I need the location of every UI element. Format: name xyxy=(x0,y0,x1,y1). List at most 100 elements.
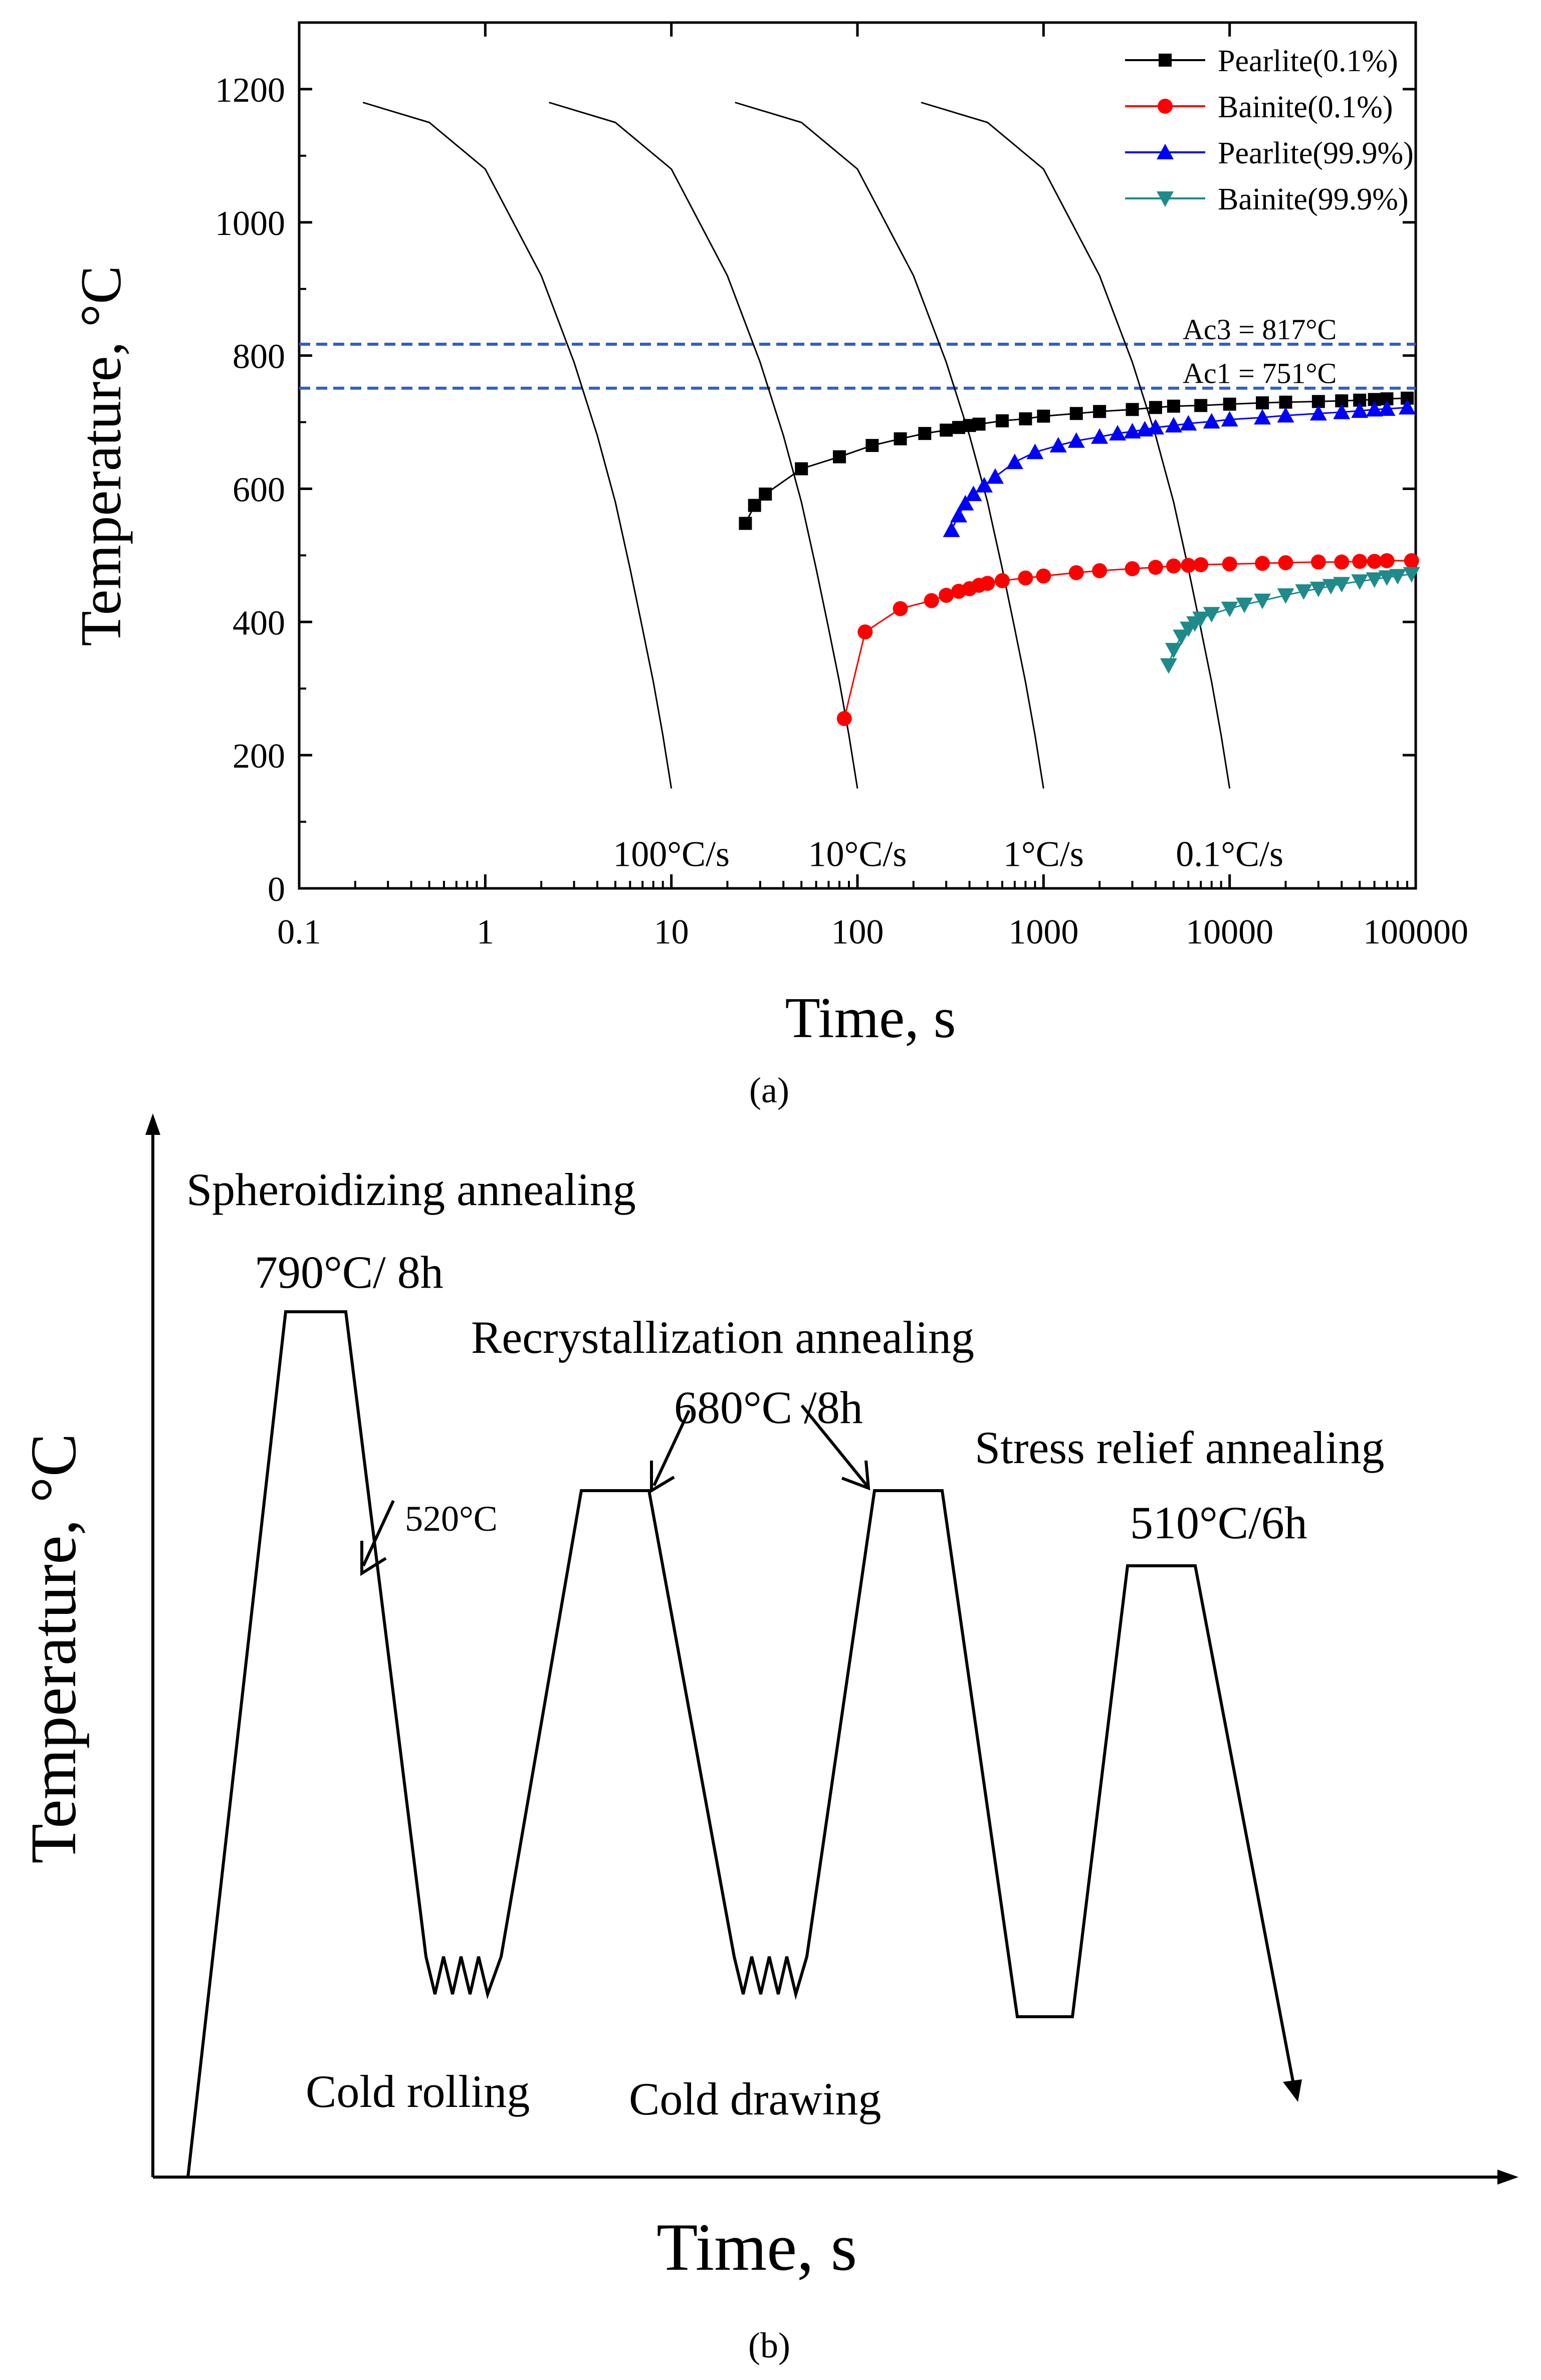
y-axis-ticks: 0 200 400 600 800 1000 1200 xyxy=(215,71,1416,909)
data-series xyxy=(739,391,1420,727)
panel-b-label: (b) xyxy=(748,2325,790,2365)
recrystallization-arrow-left xyxy=(652,1409,691,1487)
data-point xyxy=(1149,401,1162,414)
data-point xyxy=(1378,570,1396,586)
legend-entry: Pearlite(99.9%) xyxy=(1218,136,1414,170)
data-point xyxy=(1192,611,1210,627)
data-point xyxy=(972,417,986,431)
cooling-curves: 100°C/s 10°C/s 1°C/s 0.1°C/s xyxy=(362,102,1283,874)
data-point xyxy=(1160,658,1177,674)
data-point xyxy=(1092,563,1108,578)
data-point xyxy=(1236,597,1253,613)
legend-marker xyxy=(1157,191,1174,207)
data-point xyxy=(1277,588,1294,604)
label-cold-rolling: Cold rolling xyxy=(306,2066,530,2117)
x-tick-label: 0.1 xyxy=(277,913,321,951)
data-point xyxy=(1255,556,1270,571)
data-point xyxy=(1334,554,1350,570)
data-point xyxy=(1351,402,1369,418)
legend-entry: Bainite(0.1%) xyxy=(1218,90,1393,124)
legend-entry: Pearlite(0.1%) xyxy=(1218,44,1398,78)
data-point xyxy=(1378,400,1396,416)
reference-lines: Ac3 = 817°C Ac1 = 751°C xyxy=(299,313,1416,390)
label-stress-relief: Stress relief annealing xyxy=(975,1422,1385,1473)
label-spheroidizing-temp: 790°C/ 8h xyxy=(255,1247,444,1298)
data-point xyxy=(1018,570,1033,586)
data-point xyxy=(1310,554,1326,570)
y-tick-label: 1200 xyxy=(215,71,285,110)
data-point xyxy=(1069,407,1083,420)
cooling-curve xyxy=(921,102,1231,789)
data-point xyxy=(1367,554,1382,569)
data-point xyxy=(1125,561,1140,576)
data-point xyxy=(1093,405,1107,418)
data-point xyxy=(857,624,873,640)
data-point xyxy=(1389,569,1407,585)
recrystallization-arrowhead-left xyxy=(650,1461,675,1494)
data-point xyxy=(943,521,960,537)
cooling-rate-label: 10°C/s xyxy=(808,834,907,874)
data-point xyxy=(1221,411,1238,427)
data-point xyxy=(965,486,982,502)
data-point xyxy=(1203,607,1220,623)
x-axis-arrowhead xyxy=(1497,2170,1518,2185)
panel-a-label: (a) xyxy=(749,1070,789,1110)
data-point xyxy=(1147,419,1164,435)
data-point xyxy=(1109,425,1127,441)
y-tick-label: 600 xyxy=(233,470,285,509)
legend: Pearlite(0.1%) Bainite(0.1%) Pearlite(99.9… xyxy=(1125,44,1414,216)
data-point xyxy=(1352,554,1368,569)
cooling-curve xyxy=(549,102,858,789)
data-point xyxy=(994,573,1010,588)
data-point xyxy=(940,423,953,437)
cooling-rate-label: 100°C/s xyxy=(613,834,730,874)
cooling-curve xyxy=(735,102,1044,789)
x-tick-label: 1 xyxy=(477,913,494,951)
y-axis-arrowhead xyxy=(145,1113,160,1135)
data-point xyxy=(1322,579,1340,595)
data-point xyxy=(1333,577,1351,593)
cooling-rate-label: 0.1°C/s xyxy=(1176,834,1283,874)
y-tick-label: 0 xyxy=(268,870,285,909)
x-tick-label: 1000 xyxy=(1008,913,1078,951)
data-point xyxy=(1309,405,1327,421)
x-tick-label: 10 xyxy=(654,913,689,951)
data-point xyxy=(1222,556,1237,572)
data-point xyxy=(1278,555,1293,571)
data-point xyxy=(1067,432,1085,448)
panel-b-x-axis-label: Time, s xyxy=(656,2210,857,2285)
legend-marker xyxy=(1159,54,1172,67)
data-point xyxy=(957,495,974,511)
data-point xyxy=(865,439,879,452)
data-point xyxy=(1167,399,1180,413)
data-point xyxy=(1351,574,1369,590)
data-point xyxy=(950,507,968,523)
recrystallization-arrow-right xyxy=(800,1404,868,1487)
data-point xyxy=(1221,601,1238,617)
data-point xyxy=(1203,413,1220,429)
data-point xyxy=(980,576,995,591)
data-point xyxy=(975,477,993,493)
quench-arrow xyxy=(362,1500,395,1567)
label-spheroidizing: Spheroidizing annealing xyxy=(186,1164,636,1215)
label-quench-temp: 520°C xyxy=(405,1499,498,1539)
x-axis-label: Time, s xyxy=(785,986,956,1050)
reference-line-label: Ac1 = 751°C xyxy=(1183,357,1337,390)
legend-marker xyxy=(1157,144,1174,159)
data-point xyxy=(833,450,846,463)
data-point xyxy=(1194,399,1208,412)
label-recrystallization-temp: 680°C /8h xyxy=(674,1382,863,1433)
quench-arrowhead xyxy=(360,1541,387,1576)
data-point xyxy=(1180,415,1197,431)
y-axis-label: Temperature, °C xyxy=(69,266,133,646)
data-point xyxy=(1091,428,1109,444)
data-point xyxy=(894,432,907,445)
data-point xyxy=(1295,584,1312,600)
data-point xyxy=(1068,565,1084,580)
reference-line-label: Ac3 = 817°C xyxy=(1183,313,1337,346)
data-point xyxy=(1126,403,1139,416)
data-point xyxy=(1366,572,1383,588)
data-point xyxy=(1148,560,1163,575)
data-point xyxy=(1254,593,1271,609)
data-point xyxy=(1333,403,1351,419)
